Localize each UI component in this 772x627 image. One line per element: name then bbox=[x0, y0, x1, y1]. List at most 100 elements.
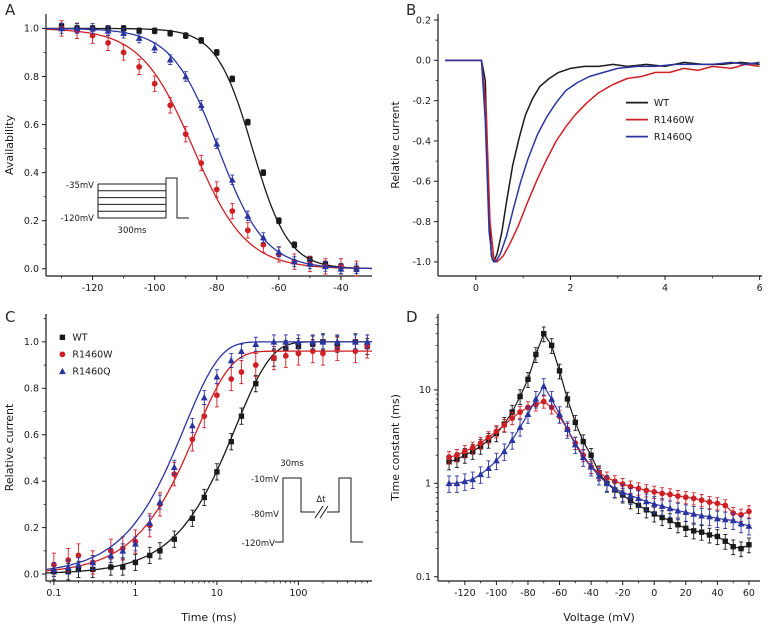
chart-panel-C: 0.1 1 10 100 0.0 0.2 0.4 0.6 0.8 1.0 Time (ms) Rela… bbox=[3, 314, 372, 624]
panel-C-voltage-protocol-inset: 30ms -10mV Δt -80mV -120mV bbox=[242, 459, 363, 549]
svg-text:0.1: 0.1 bbox=[416, 572, 431, 583]
panel-label-A: A bbox=[5, 1, 16, 19]
svg-text:0.6: 0.6 bbox=[24, 430, 39, 441]
protocol-C-duration-label: 30ms bbox=[280, 459, 304, 469]
svg-text:0.4: 0.4 bbox=[24, 476, 39, 487]
series-R1460W bbox=[45, 20, 372, 277]
axes-C bbox=[42, 314, 372, 585]
svg-text:-100: -100 bbox=[486, 588, 508, 599]
protocol-trace-C bbox=[275, 477, 363, 543]
svg-text:0.0: 0.0 bbox=[24, 264, 39, 275]
svg-text:-60: -60 bbox=[552, 588, 568, 599]
chart-panel-D: -120 -100 -80 -60 -40 -20 0 20 40 60 0.1 1 10 Voltage… bbox=[389, 314, 760, 624]
protocol-C-holding-voltage-label: -120mV bbox=[242, 539, 276, 549]
protocol-C-pulse-voltage-label: -10mV bbox=[251, 475, 279, 485]
svg-text:-120: -120 bbox=[82, 283, 104, 294]
svg-text:10: 10 bbox=[211, 588, 223, 599]
panel-A: A -120 -100 -80 -60 -40 0.0 0.2 0.4 0.6 0.8 1.0 Ava… bbox=[0, 0, 386, 302]
svg-text:-40: -40 bbox=[333, 283, 349, 294]
svg-text:2: 2 bbox=[567, 283, 573, 294]
svg-text:Time (ms): Time (ms) bbox=[180, 611, 236, 624]
svg-text:1: 1 bbox=[425, 479, 431, 490]
panel-A-voltage-protocol-inset: -35mV -120mV 300ms bbox=[61, 177, 189, 236]
series-R1460Q bbox=[46, 23, 373, 275]
svg-text:Relative current: Relative current bbox=[3, 403, 16, 491]
legend-C: WT R1460W R1460Q bbox=[59, 333, 113, 378]
svg-text:10: 10 bbox=[419, 385, 431, 396]
svg-text:20: 20 bbox=[680, 588, 692, 599]
axes-B bbox=[434, 14, 762, 280]
svg-text:0.8: 0.8 bbox=[24, 72, 39, 83]
svg-text:0.2: 0.2 bbox=[24, 523, 39, 534]
svg-text:-0.6: -0.6 bbox=[412, 177, 431, 188]
svg-text:0.2: 0.2 bbox=[24, 216, 39, 227]
axis-labels-B: 0 2 4 6 0.2 0.0 -0.2 -0.4 -0.6 -0.8 -1.0 Relative c… bbox=[389, 15, 763, 294]
svg-text:R1460W: R1460W bbox=[72, 350, 113, 361]
panel-label-B: B bbox=[406, 1, 417, 19]
protocol-A-top-voltage-label: -35mV bbox=[66, 181, 94, 191]
svg-text:-120: -120 bbox=[454, 588, 476, 599]
svg-text:6: 6 bbox=[757, 283, 763, 294]
svg-text:R1460Q: R1460Q bbox=[72, 367, 110, 378]
svg-text:Time constant (ms): Time constant (ms) bbox=[389, 394, 402, 502]
axes-D bbox=[434, 314, 760, 585]
protocol-C-recovery-voltage-label: -80mV bbox=[251, 510, 279, 520]
svg-text:1.0: 1.0 bbox=[24, 337, 39, 348]
svg-text:4: 4 bbox=[662, 283, 668, 294]
axes-A bbox=[42, 14, 372, 280]
protocol-C-delta-t-label: Δt bbox=[316, 495, 326, 505]
protocol-trace-A bbox=[97, 177, 189, 219]
protocol-A-holding-voltage-label: -120mV bbox=[61, 214, 95, 224]
svg-text:-40: -40 bbox=[583, 588, 599, 599]
series-WT bbox=[446, 326, 752, 558]
svg-text:0.6: 0.6 bbox=[24, 120, 39, 131]
svg-text:-1.0: -1.0 bbox=[412, 257, 431, 268]
svg-text:WT: WT bbox=[72, 333, 87, 344]
svg-text:0.4: 0.4 bbox=[24, 168, 39, 179]
svg-text:Availability: Availability bbox=[3, 115, 16, 175]
series-R1460Q bbox=[445, 378, 753, 536]
panel-B: B 0 2 4 6 0.2 0.0 -0.2 -0.4 -0.6 -0.8 -1.0 Relative… bbox=[386, 0, 772, 302]
axis-labels-A: -120 -100 -80 -60 -40 0.0 0.2 0.4 0.6 0.8 1.0 Avail… bbox=[3, 24, 349, 294]
svg-text:Voltage (mV): Voltage (mV) bbox=[563, 611, 635, 624]
svg-text:WT: WT bbox=[654, 98, 669, 109]
svg-text:0: 0 bbox=[473, 283, 479, 294]
axis-labels-D: -120 -100 -80 -60 -40 -20 0 20 40 60 0.1 1 10 Voltage… bbox=[389, 385, 755, 624]
panel-C: C 0.1 1 10 100 0.0 0.2 0.4 0.6 0.8 1.0 Time (ms) Re… bbox=[0, 302, 386, 627]
panel-label-C: C bbox=[5, 308, 16, 326]
svg-text:0.1: 0.1 bbox=[46, 588, 61, 599]
svg-text:0: 0 bbox=[651, 588, 657, 599]
legend-B: WT R1460W R1460Q bbox=[625, 98, 695, 143]
axis-labels-C: 0.1 1 10 100 0.0 0.2 0.4 0.6 0.8 1.0 Time (ms) Rela… bbox=[3, 337, 307, 624]
svg-text:R1460Q: R1460Q bbox=[654, 132, 692, 143]
svg-text:0.0: 0.0 bbox=[416, 56, 431, 67]
svg-text:1.0: 1.0 bbox=[24, 24, 39, 35]
svg-text:1: 1 bbox=[132, 588, 138, 599]
svg-text:-20: -20 bbox=[615, 588, 631, 599]
svg-text:60: 60 bbox=[743, 588, 755, 599]
series-R1460W bbox=[445, 59, 760, 263]
svg-text:-0.4: -0.4 bbox=[412, 136, 431, 147]
svg-text:0.0: 0.0 bbox=[24, 569, 39, 580]
chart-panel-B: 0 2 4 6 0.2 0.0 -0.2 -0.4 -0.6 -0.8 -1.0 Relative c… bbox=[389, 14, 763, 294]
panel-label-D: D bbox=[406, 308, 418, 326]
svg-text:0.8: 0.8 bbox=[24, 384, 39, 395]
svg-text:40: 40 bbox=[711, 588, 723, 599]
svg-text:-80: -80 bbox=[520, 588, 536, 599]
svg-text:100: 100 bbox=[289, 588, 307, 599]
svg-text:0.2: 0.2 bbox=[416, 15, 431, 26]
svg-text:-100: -100 bbox=[144, 283, 166, 294]
svg-text:-60: -60 bbox=[271, 283, 287, 294]
series-R1460Q bbox=[445, 59, 760, 263]
svg-text:-80: -80 bbox=[209, 283, 225, 294]
chart-panel-A: -120 -100 -80 -60 -40 0.0 0.2 0.4 0.6 0.8 1.0 Avail… bbox=[3, 14, 373, 294]
svg-text:R1460W: R1460W bbox=[654, 115, 695, 126]
svg-text:-0.8: -0.8 bbox=[412, 217, 431, 228]
svg-text:Relative current: Relative current bbox=[389, 101, 402, 189]
series-R1460Q bbox=[45, 334, 372, 577]
series-R1460W bbox=[446, 395, 752, 522]
svg-text:-0.2: -0.2 bbox=[412, 96, 431, 107]
panel-D: D -120 -100 -80 -60 -40 -20 0 20 40 60 0.1 1 10 Volta… bbox=[386, 302, 772, 627]
protocol-A-duration-label: 300ms bbox=[118, 226, 148, 236]
